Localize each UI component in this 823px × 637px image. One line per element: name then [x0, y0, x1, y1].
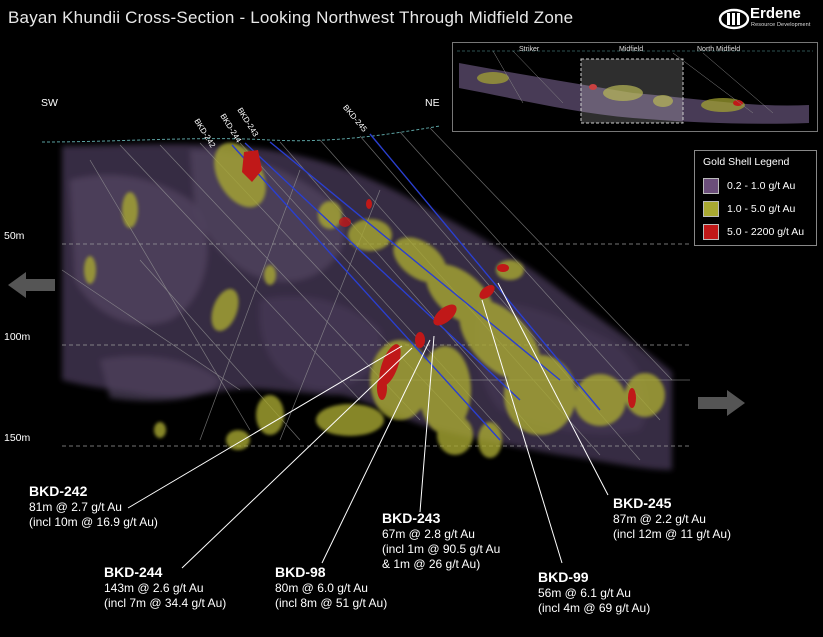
legend-title: Gold Shell Legend: [703, 156, 789, 168]
callout-hole: BKD-245: [613, 495, 731, 512]
depth-label-50m: 50m: [4, 230, 24, 242]
inset-label-striker: Striker: [519, 46, 539, 53]
inset-label-north-midfield: North Midfield: [697, 46, 740, 53]
callout-hole: BKD-98: [275, 564, 387, 581]
callout-line: 143m @ 2.6 g/t Au: [104, 581, 226, 596]
midfield-zone-box: [581, 59, 683, 123]
callout-line: (incl 1m @ 90.5 g/t Au: [382, 542, 500, 557]
callout-line: (incl 8m @ 51 g/t Au): [275, 596, 387, 611]
legend-label-high: 5.0 - 2200 g/t Au: [727, 226, 804, 238]
legend-swatch-medium: [703, 201, 719, 217]
callout-line: & 1m @ 26 g/t Au): [382, 557, 500, 572]
callout-line: (incl 7m @ 34.4 g/t Au): [104, 596, 226, 611]
legend-label-medium: 1.0 - 5.0 g/t Au: [727, 203, 795, 215]
depth-label-100m: 100m: [4, 331, 30, 343]
inset-label-midfield: Midfield: [619, 46, 643, 53]
logo-subtitle: Resource Development: [751, 22, 810, 28]
depth-label-150m: 150m: [4, 432, 30, 444]
callout-line: 81m @ 2.7 g/t Au: [29, 500, 158, 515]
callout-bkd-242: BKD-242 81m @ 2.7 g/t Au (incl 10m @ 16.…: [29, 483, 158, 530]
callout-hole: BKD-242: [29, 483, 158, 500]
legend-item-low: 0.2 - 1.0 g/t Au: [703, 178, 795, 194]
legend-swatch-high: [703, 224, 719, 240]
page-title: Bayan Khundii Cross-Section - Looking No…: [8, 8, 573, 28]
callout-line: (incl 4m @ 69 g/t Au): [538, 601, 650, 616]
legend-item-medium: 1.0 - 5.0 g/t Au: [703, 201, 795, 217]
overview-inset: Striker Midfield North Midfield: [452, 42, 818, 132]
legend-item-high: 5.0 - 2200 g/t Au: [703, 224, 804, 240]
right-arrow: [698, 390, 745, 416]
callout-line: 87m @ 2.2 g/t Au: [613, 512, 731, 527]
left-arrow: [8, 272, 55, 298]
legend-label-low: 0.2 - 1.0 g/t Au: [727, 180, 795, 192]
direction-ne: NE: [425, 97, 440, 109]
callout-line: 67m @ 2.8 g/t Au: [382, 527, 500, 542]
callout-line: 80m @ 6.0 g/t Au: [275, 581, 387, 596]
callout-bkd-99: BKD-99 56m @ 6.1 g/t Au (incl 4m @ 69 g/…: [538, 569, 650, 616]
overview-map: [453, 43, 817, 131]
direction-sw: SW: [41, 97, 58, 109]
callout-line: (incl 12m @ 11 g/t Au): [613, 527, 731, 542]
legend-swatch-low: [703, 178, 719, 194]
callout-hole: BKD-244: [104, 564, 226, 581]
logo-name: Erdene: [750, 5, 801, 22]
callout-bkd-243: BKD-243 67m @ 2.8 g/t Au (incl 1m @ 90.5…: [382, 510, 500, 572]
gold-shell-legend: Gold Shell Legend 0.2 - 1.0 g/t Au 1.0 -…: [694, 150, 817, 246]
callout-bkd-245: BKD-245 87m @ 2.2 g/t Au (incl 12m @ 11 …: [613, 495, 731, 542]
erdene-logo-icon: [718, 8, 752, 30]
callout-hole: BKD-243: [382, 510, 500, 527]
callout-hole: BKD-99: [538, 569, 650, 586]
callout-bkd-244: BKD-244 143m @ 2.6 g/t Au (incl 7m @ 34.…: [104, 564, 226, 611]
callout-line: (incl 10m @ 16.9 g/t Au): [29, 515, 158, 530]
callout-line: 56m @ 6.1 g/t Au: [538, 586, 650, 601]
callout-bkd-98: BKD-98 80m @ 6.0 g/t Au (incl 8m @ 51 g/…: [275, 564, 387, 611]
